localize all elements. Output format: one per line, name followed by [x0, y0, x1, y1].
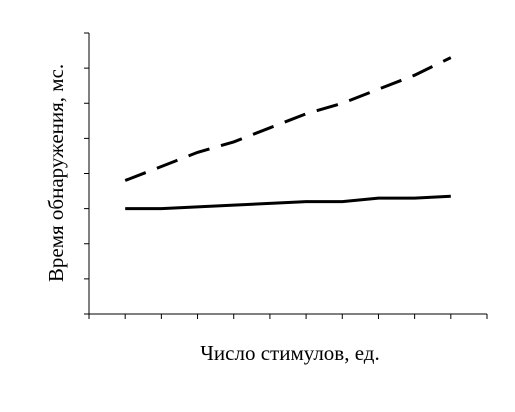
- series-line-dashed: [124, 56, 452, 182]
- series-group: [124, 56, 452, 211]
- x-axis-label: Число стимулов, ед.: [200, 341, 379, 365]
- series-line-solid: [125, 194, 451, 211]
- axis-ticks: [84, 32, 488, 319]
- axes: [88, 33, 487, 315]
- y-axis-label: Время обнаружения, мс.: [44, 64, 68, 282]
